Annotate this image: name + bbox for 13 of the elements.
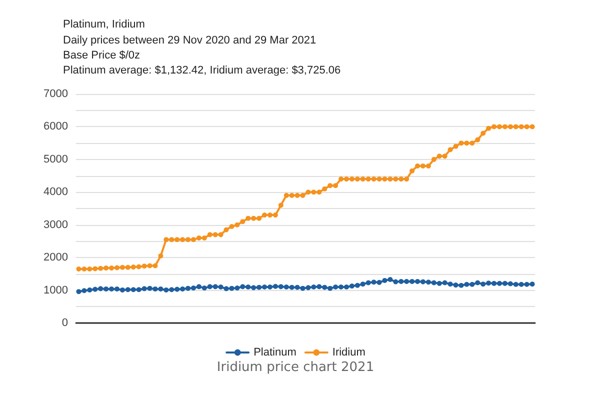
y-tick-label: 3000 [44, 218, 68, 231]
legend-label: Platinum [254, 346, 296, 358]
y-tick-label: 2000 [44, 252, 68, 264]
legend-label: Iridium [332, 346, 366, 358]
chart-title: Platinum, Iridium [63, 18, 145, 30]
y-tick-label: 6000 [44, 120, 68, 133]
y-tick-label: 0 [62, 317, 68, 329]
y-tick-label: 7000 [44, 88, 68, 100]
chart-subtitle: Daily prices between 29 Nov 2020 and 29 Mar 2021 Base Price $/0z Platinum average: $1,132.42, Iridium average: $3,725.06 [63, 34, 341, 76]
y-tick-label: 5000 [44, 153, 68, 166]
y-tick-label: 4000 [44, 186, 68, 198]
y-tick-label: 1000 [44, 284, 68, 296]
text: Iridium price chart 2021 [216, 360, 374, 375]
